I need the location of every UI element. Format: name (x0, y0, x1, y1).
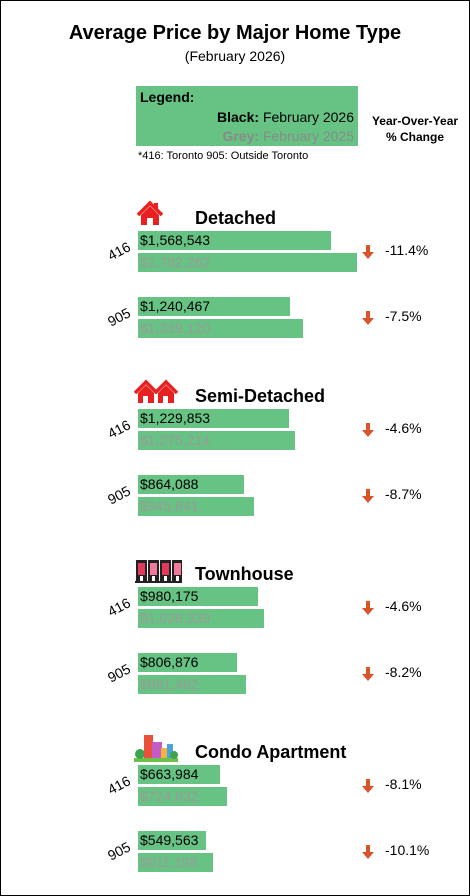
legend-current-key: Black: (217, 109, 260, 125)
yoy-change: -4.6% (385, 420, 422, 436)
legend-current: Black: February 2026 (217, 109, 354, 125)
yoy-change: -8.2% (385, 664, 422, 680)
value-label-previous: $611,198 (140, 854, 198, 870)
condo-icon (134, 735, 178, 762)
legend-current-label: February 2026 (262, 109, 354, 125)
value-label-current: $1,568,543 (140, 232, 211, 248)
value-label-current: $663,984 (140, 766, 199, 782)
bar-current (138, 475, 245, 494)
yoy-change: -10.1% (385, 842, 430, 858)
value-label-previous: $1,782,262 (140, 254, 211, 270)
bar-previous (138, 253, 357, 272)
bar-previous (138, 675, 247, 694)
bar-previous (138, 787, 228, 806)
down-arrow-icon (362, 245, 374, 259)
value-label-current: $980,175 (140, 588, 199, 604)
bar-current (138, 231, 331, 250)
bar-previous (138, 431, 295, 450)
value-label-previous: $1,028,339 (140, 610, 211, 626)
region-footnote: *416: Toronto 905: Outside Toronto (138, 150, 309, 162)
yoy-change: -4.6% (385, 598, 422, 614)
bar-current (138, 653, 238, 672)
condo-icon-wrap (134, 732, 182, 777)
semi-house-icon (133, 379, 179, 403)
yoy-header: Year-Over-Year % Change (360, 113, 470, 145)
legend-previous: Grey: February 2025 (222, 128, 354, 144)
down-arrow-icon (362, 845, 374, 859)
townhouse-icon (135, 560, 183, 583)
townhouse-icon-wrap (134, 554, 183, 599)
house-icon-wrap (134, 198, 182, 243)
legend-previous-key: Grey: (222, 128, 260, 144)
legend: Legend: Black: February 2026 Grey: Febru… (136, 86, 358, 146)
value-label-previous: $945,841 (140, 498, 199, 514)
chart-subtitle: (February 2026) (184, 48, 286, 64)
down-arrow-icon (362, 601, 374, 615)
value-label-current: $1,240,467 (140, 298, 211, 314)
house-icon (136, 200, 164, 225)
bar-previous (138, 853, 214, 872)
semi-house-icon-wrap (133, 376, 182, 421)
value-label-current: $1,229,853 (140, 410, 211, 426)
value-label-previous: $881,482 (140, 676, 199, 692)
value-label-current: $549,563 (140, 832, 199, 848)
bar-current (138, 297, 291, 316)
bar-previous (138, 609, 265, 628)
value-label-previous: $724,632 (140, 788, 199, 804)
down-arrow-icon (362, 311, 374, 325)
bar-previous (138, 319, 303, 338)
category-title: Townhouse (195, 564, 294, 584)
bar-current (138, 587, 259, 606)
category-title: Condo Apartment (195, 742, 347, 762)
bar-current (138, 765, 220, 784)
yoy-change: -7.5% (385, 308, 422, 324)
bar-current (138, 409, 290, 428)
down-arrow-icon (362, 667, 374, 681)
bar-current (138, 831, 206, 850)
value-label-current: $806,876 (140, 654, 199, 670)
value-label-current: $864,088 (140, 476, 199, 492)
category-title: Semi-Detached (195, 386, 326, 406)
chart-title: Average Price by Major Home Type (68, 22, 402, 44)
yoy-change: -11.4% (385, 242, 429, 258)
value-label-previous: $1,339,120 (140, 320, 211, 336)
legend-heading: Legend: (140, 89, 195, 105)
yoy-change: -8.7% (385, 486, 422, 502)
bar-previous (138, 497, 255, 516)
yoy-change: -8.1% (385, 776, 422, 792)
down-arrow-icon (362, 489, 374, 503)
value-label-previous: $1,275,214 (140, 432, 211, 448)
category-title: Detached (195, 208, 277, 228)
legend-previous-label: February 2025 (262, 128, 354, 144)
yoy-header-line2: % Change (385, 130, 444, 144)
down-arrow-icon (362, 779, 374, 793)
yoy-header-line1: Year-Over-Year (371, 114, 459, 128)
down-arrow-icon (362, 423, 374, 437)
